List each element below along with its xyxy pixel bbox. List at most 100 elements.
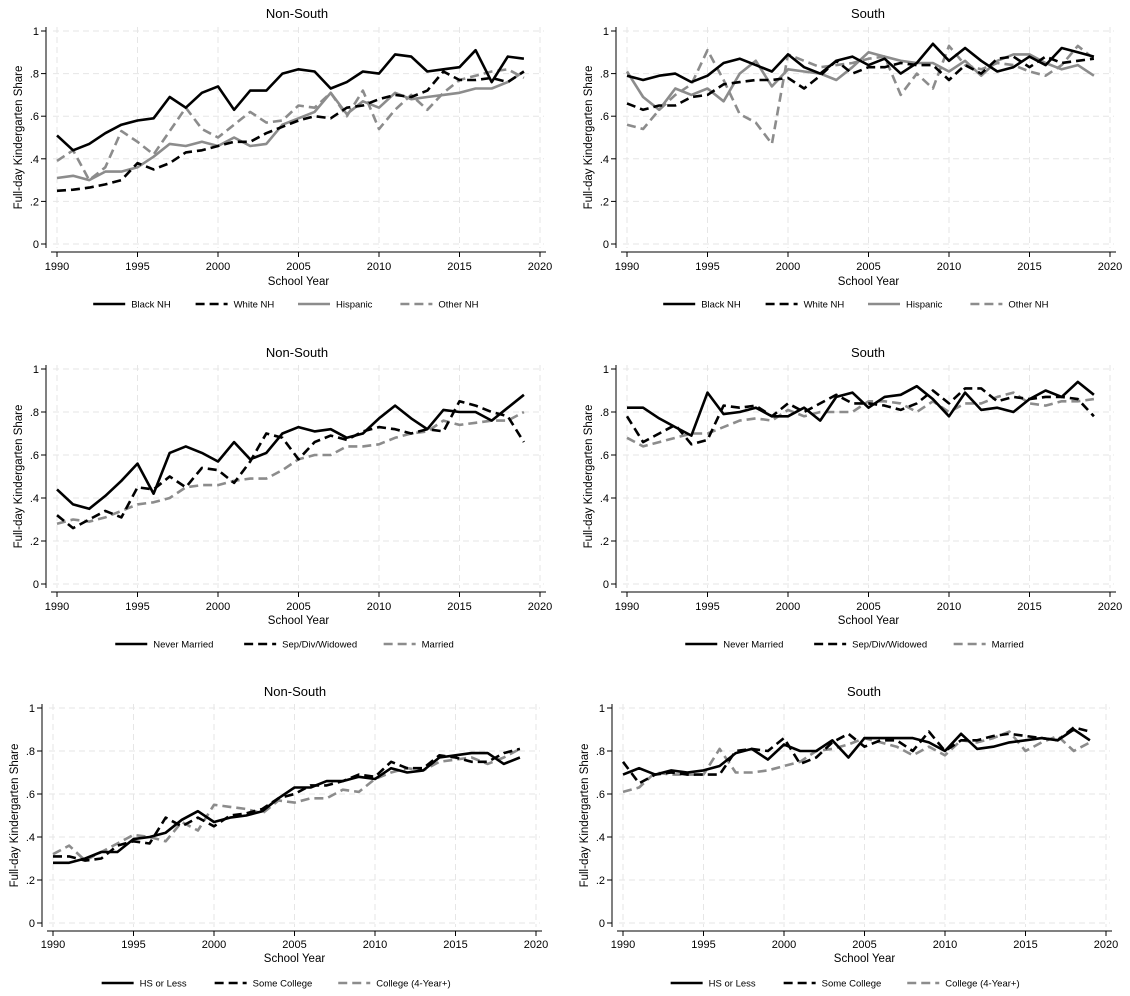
legend-item: HS or Less	[101, 979, 187, 990]
chart-title: South	[847, 684, 881, 699]
y-tick-label: .4	[596, 832, 605, 844]
y-tick-label: .8	[600, 69, 609, 81]
y-tick-label: 0	[29, 918, 35, 930]
x-tick-label: 1990	[615, 601, 639, 613]
legend-label: College (4-Year+)	[376, 979, 450, 990]
series-line	[625, 387, 1095, 446]
legend-item: Never Married	[685, 640, 783, 651]
x-tick-label: 2005	[282, 939, 306, 951]
chart-panel: 1990 1995 2000 2005 2010 2015 2020 0 .2 .4 .6 .8 1 So…	[579, 684, 1118, 990]
x-tick-label: 2000	[206, 261, 230, 273]
y-tick-label: .8	[30, 69, 39, 81]
legend-label: HS or Less	[709, 979, 756, 990]
series-line	[56, 399, 526, 530]
legend-item: Sep/Div/Widowed	[244, 640, 357, 651]
y-tick-label: 1	[603, 26, 609, 38]
y-tick-label: 0	[33, 579, 39, 591]
legend-item: Some College	[783, 979, 882, 990]
y-tick-label: .8	[30, 407, 39, 419]
legend-label: HS or Less	[140, 979, 187, 990]
y-tick-label: .6	[596, 789, 605, 801]
series-line	[627, 380, 1095, 437]
x-tick-label: 2005	[852, 939, 876, 951]
x-tick-label: 2005	[856, 261, 880, 273]
y-tick-label: .8	[600, 407, 609, 419]
y-tick-label: 1	[599, 703, 605, 715]
legend-label: Sep/Div/Widowed	[282, 640, 357, 651]
x-tick-label: 2020	[1098, 261, 1122, 273]
series-line	[626, 44, 1095, 146]
legend-label: White NH	[234, 300, 275, 311]
legend-item: Other NH	[970, 300, 1049, 311]
chart-title: Non-South	[266, 6, 328, 21]
x-tick-label: 1990	[45, 601, 69, 613]
legend-item: Black NH	[663, 300, 741, 311]
legend-item: HS or Less	[670, 979, 756, 990]
x-axis-label: School Year	[268, 615, 330, 627]
x-tick-label: 2000	[776, 601, 800, 613]
legend-item: Other NH	[400, 300, 479, 311]
y-axis-label: Full-day Kindergarten Share	[583, 66, 595, 210]
series-line	[56, 70, 525, 193]
x-tick-label: 1995	[121, 939, 145, 951]
legend-label: Sep/Div/Widowed	[852, 640, 927, 651]
x-tick-label: 1995	[125, 261, 149, 273]
x-tick-label: 2010	[367, 601, 391, 613]
x-tick-label: 2020	[528, 261, 552, 273]
chart-title: South	[851, 6, 885, 21]
y-tick-label: .4	[600, 154, 609, 166]
legend-item: Never Married	[115, 640, 213, 651]
y-tick-label: 0	[603, 239, 609, 251]
series-line	[626, 42, 1095, 84]
y-tick-label: .2	[596, 875, 605, 887]
legend-label: Married	[992, 640, 1024, 651]
legend-item: Hispanic	[298, 300, 373, 311]
y-tick-label: .6	[600, 450, 609, 462]
x-tick-label: 2005	[286, 261, 310, 273]
legend-label: Some College	[822, 979, 882, 990]
y-tick-label: 1	[33, 26, 39, 38]
y-tick-label: .4	[30, 493, 39, 505]
x-axis-label: School Year	[838, 276, 900, 288]
series-line	[56, 48, 525, 152]
legend-label: Hispanic	[906, 300, 943, 311]
y-axis-label: Full-day Kindergarten Share	[9, 744, 21, 888]
x-tick-label: 2015	[447, 261, 471, 273]
legend-label: Other NH	[438, 300, 478, 311]
y-axis-label: Full-day Kindergarten Share	[13, 66, 25, 210]
x-tick-label: 1995	[695, 261, 719, 273]
x-tick-label: 1995	[691, 939, 715, 951]
x-axis-label: School Year	[834, 953, 896, 965]
y-tick-label: .2	[600, 196, 609, 208]
x-tick-label: 2020	[524, 939, 548, 951]
y-tick-label: .8	[596, 746, 605, 758]
y-tick-label: .2	[600, 536, 609, 548]
x-tick-label: 2005	[856, 601, 880, 613]
chart-panel: 1990 1995 2000 2005 2010 2015 2020 0 .2 .4 .6 .8 1 So…	[583, 345, 1122, 651]
x-tick-label: 2010	[937, 601, 961, 613]
x-tick-label: 2020	[528, 601, 552, 613]
legend-label: Never Married	[723, 640, 783, 651]
legend-item: White NH	[195, 300, 275, 311]
legend-label: Other NH	[1008, 300, 1048, 311]
y-tick-label: .6	[30, 450, 39, 462]
x-tick-label: 2000	[772, 939, 796, 951]
x-tick-label: 2005	[286, 601, 310, 613]
series-line	[621, 726, 1091, 785]
y-tick-label: .2	[30, 536, 39, 548]
legend-label: Married	[422, 640, 454, 651]
x-axis-label: School Year	[268, 276, 330, 288]
chart-title: South	[851, 345, 885, 360]
x-tick-label: 2015	[443, 939, 467, 951]
y-tick-label: .4	[600, 493, 609, 505]
chart-panel: 1990 1995 2000 2005 2010 2015 2020 0 .2 .4 .6 .8 1 No…	[9, 684, 548, 990]
legend-item: College (4-Year+)	[338, 979, 451, 990]
y-tick-label: .6	[600, 111, 609, 123]
legend-item: Some College	[214, 979, 312, 990]
legend-item: Sep/Div/Widowed	[814, 640, 927, 651]
chart-panel: 1990 1995 2000 2005 2010 2015 2020 0 .2 .4 .6 .8 1 So…	[583, 6, 1122, 311]
series-line	[622, 728, 1091, 776]
series-line	[56, 68, 525, 182]
x-tick-label: 2010	[363, 939, 387, 951]
